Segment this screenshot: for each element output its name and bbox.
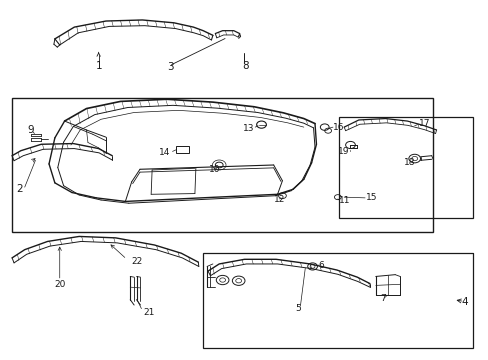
Text: 9: 9: [27, 125, 34, 135]
Text: 4: 4: [460, 297, 467, 307]
Text: 15: 15: [366, 193, 377, 202]
Text: 20: 20: [54, 280, 65, 289]
Text: 6: 6: [318, 261, 324, 270]
Text: 16: 16: [332, 123, 344, 132]
Text: 18: 18: [403, 158, 415, 167]
Text: 21: 21: [143, 308, 155, 317]
Text: 5: 5: [294, 304, 300, 313]
Text: 19: 19: [337, 147, 348, 156]
Text: 2: 2: [17, 184, 23, 194]
Text: 12: 12: [273, 195, 285, 204]
Bar: [339, 117, 472, 217]
Text: 1: 1: [95, 61, 102, 71]
Bar: [12, 98, 432, 232]
Bar: [203, 253, 472, 348]
Text: 22: 22: [131, 257, 142, 266]
Text: 7: 7: [380, 294, 385, 303]
Text: 10: 10: [208, 166, 220, 175]
Text: 8: 8: [242, 61, 248, 71]
Text: 13: 13: [242, 124, 254, 133]
Text: 14: 14: [159, 148, 170, 157]
Text: 17: 17: [418, 119, 429, 128]
Text: 11: 11: [339, 196, 350, 205]
Text: 3: 3: [167, 63, 174, 72]
Bar: [176, 147, 188, 153]
